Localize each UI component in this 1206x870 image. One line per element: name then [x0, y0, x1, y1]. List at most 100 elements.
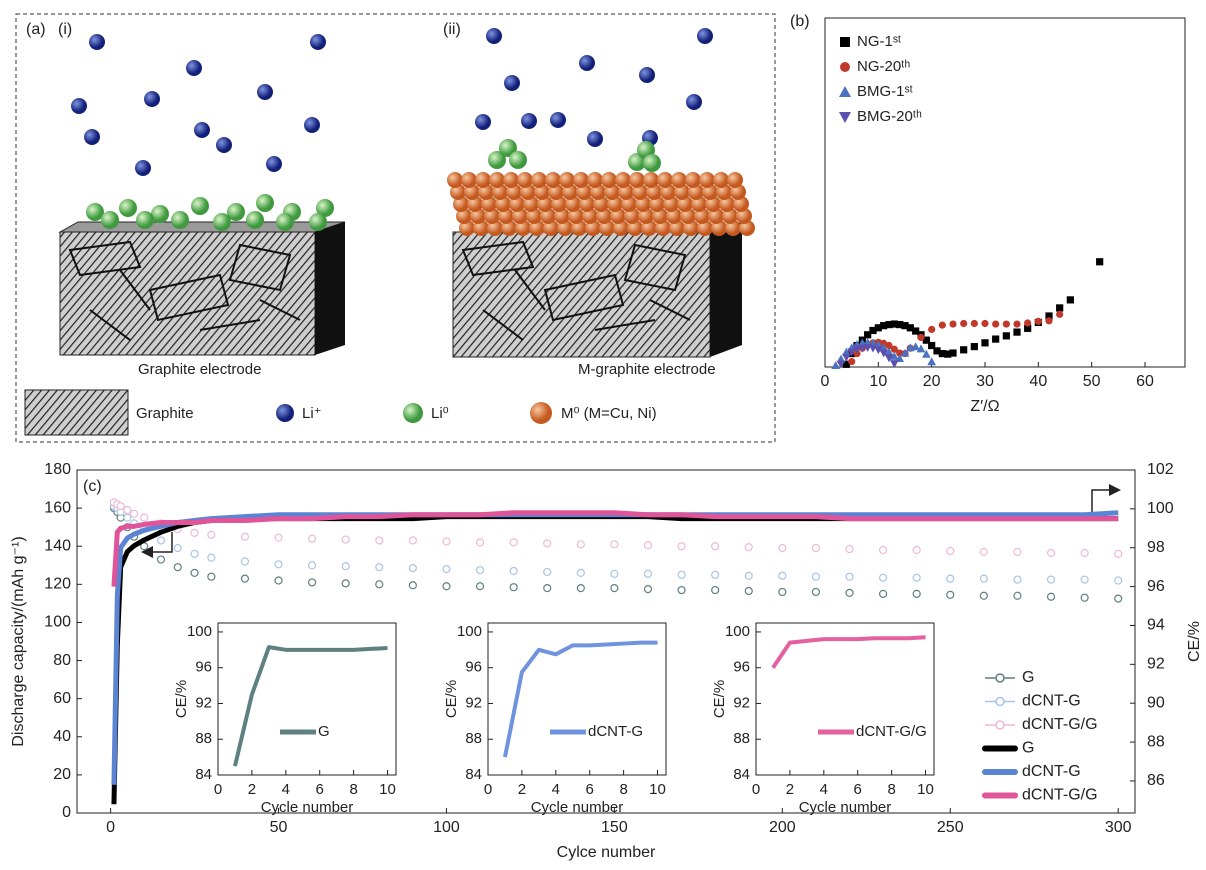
particle	[685, 172, 701, 188]
y-tick-label: 100	[44, 614, 71, 631]
data-point	[779, 572, 786, 579]
y-tick-label: 88	[733, 730, 750, 747]
y-tick-label: 92	[733, 694, 750, 711]
data-point	[1014, 548, 1021, 555]
particle	[587, 131, 603, 147]
particle	[475, 114, 491, 130]
particle	[545, 172, 561, 188]
data-point	[191, 569, 198, 576]
data-point	[443, 583, 450, 590]
data-point	[1003, 320, 1010, 327]
legend-marker	[996, 721, 1004, 729]
particle	[310, 34, 326, 50]
data-point	[939, 322, 946, 329]
data-point	[409, 582, 416, 589]
particle	[504, 75, 520, 91]
data-point	[510, 567, 517, 574]
data-point	[846, 546, 853, 553]
legend-label: G	[318, 723, 330, 740]
x-tick-label: 8	[887, 781, 895, 798]
legend-swatch	[276, 404, 294, 422]
data-point	[577, 585, 584, 592]
data-point	[577, 541, 584, 548]
legend-marker	[840, 37, 850, 47]
data-point	[928, 326, 935, 333]
data-point	[611, 541, 618, 548]
data-point	[1045, 317, 1052, 324]
y-axis-label: CE/%	[173, 680, 190, 718]
data-point	[644, 586, 651, 593]
particle	[657, 172, 673, 188]
x-tick-label: 10	[917, 781, 934, 798]
data-point	[1003, 332, 1010, 339]
data-point	[981, 320, 988, 327]
data-point	[1115, 577, 1122, 584]
caption: M-graphite electrode	[578, 361, 716, 378]
particle	[550, 112, 566, 128]
y-axis-label: CE/%	[711, 680, 728, 718]
data-point	[1096, 258, 1103, 265]
data-point	[981, 339, 988, 346]
x-axis-label: Cycle number	[531, 799, 624, 816]
legend-label: G	[1022, 669, 1034, 686]
data-point	[644, 570, 651, 577]
legend-label: Li⁰	[431, 405, 449, 422]
x-tick-label: 150	[601, 819, 628, 836]
x-tick-label: 8	[349, 781, 357, 798]
data-point	[275, 577, 282, 584]
legend-label: Li⁺	[302, 405, 322, 422]
data-point	[443, 538, 450, 545]
y-tick-label: 20	[53, 766, 71, 783]
data-point	[1013, 320, 1020, 327]
legend-swatch	[403, 403, 423, 423]
data-point	[376, 564, 383, 571]
data-line	[773, 637, 926, 667]
particle	[587, 172, 603, 188]
data-point	[611, 585, 618, 592]
y2-tick-label: 88	[1147, 733, 1165, 750]
y2-tick-label: 90	[1147, 694, 1165, 711]
data-point	[117, 503, 124, 510]
x-tick-label: 8	[619, 781, 627, 798]
data-point	[846, 573, 853, 580]
x-tick-label: 200	[769, 819, 796, 836]
particle	[517, 172, 533, 188]
data-line	[114, 513, 1118, 785]
y-axis-label: Discharge capacity/(mAh g⁻¹)	[10, 536, 27, 746]
data-point	[141, 514, 148, 521]
data-point	[992, 320, 999, 327]
particle	[144, 91, 160, 107]
data-point	[376, 581, 383, 588]
x-tick-label: 60	[1136, 373, 1154, 390]
data-point	[409, 537, 416, 544]
y-tick-label: 96	[465, 659, 482, 676]
data-point	[124, 507, 131, 514]
legend-label: dCNT-G/G	[1022, 716, 1098, 733]
data-point	[174, 564, 181, 571]
data-point	[1115, 595, 1122, 602]
data-point	[477, 583, 484, 590]
particle	[71, 98, 87, 114]
x-tick-label: 40	[1029, 373, 1047, 390]
data-point	[275, 534, 282, 541]
data-point	[510, 584, 517, 591]
legend-label: dCNT-G	[1022, 693, 1081, 710]
data-point	[971, 343, 978, 350]
data-point	[342, 563, 349, 570]
x-tick-label: 10	[869, 373, 887, 390]
particle	[461, 172, 477, 188]
x-tick-label: 4	[820, 781, 828, 798]
particle	[171, 211, 189, 229]
y-tick-label: 40	[53, 728, 71, 745]
x-tick-label: 0	[214, 781, 222, 798]
x-axis-label: Cycle number	[799, 799, 892, 816]
x-tick-label: 0	[752, 781, 760, 798]
data-point	[947, 591, 954, 598]
data-point	[1056, 304, 1063, 311]
data-point	[1013, 329, 1020, 336]
particle	[531, 172, 547, 188]
panel-label: (c)	[83, 478, 102, 495]
data-point	[960, 320, 967, 327]
y-tick-label: 60	[53, 690, 71, 707]
data-point	[880, 574, 887, 581]
